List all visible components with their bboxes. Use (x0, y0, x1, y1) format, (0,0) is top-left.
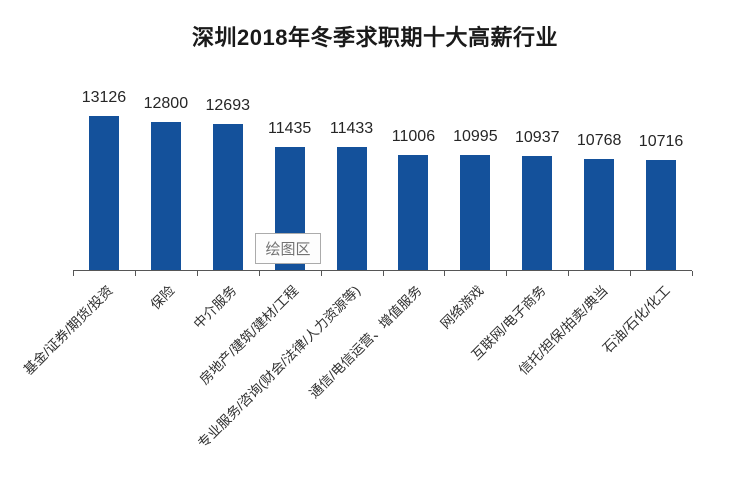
axis-tick (444, 271, 446, 276)
x-category-label-text: 通信/电信运营、增值服务 (306, 282, 425, 402)
axis-tick (692, 271, 693, 276)
bar[interactable] (646, 160, 677, 270)
bar[interactable] (212, 123, 243, 270)
bar[interactable] (460, 155, 491, 270)
bar-value-label: 13126 (81, 88, 127, 106)
chart-title: 深圳2018年冬季求职期十大高薪行业 (192, 25, 558, 50)
bar-value-label: 10768 (576, 132, 622, 150)
bar-value-label: 10937 (515, 129, 560, 147)
axis-tick (196, 271, 198, 276)
x-category-label-text: 中介服务 (190, 282, 240, 332)
x-category-label-text: 基金/证券/期货/投资 (20, 282, 116, 378)
plot-area-tooltip: 绘图区 (255, 233, 321, 264)
axis-tick (134, 271, 136, 276)
bar-value-label: 11435 (267, 120, 312, 138)
bar-value-label: 10995 (453, 128, 498, 146)
bar-value-label: 11433 (329, 120, 374, 138)
bar-value-label: 12693 (205, 96, 251, 114)
bar[interactable] (522, 156, 553, 270)
x-category-label-text: 保险 (147, 282, 178, 313)
axis-tick (630, 271, 632, 276)
bar[interactable] (150, 121, 181, 270)
bar-value-label: 11006 (391, 128, 436, 146)
bar[interactable] (336, 147, 367, 270)
axis-tick (320, 271, 322, 276)
x-axis-line (73, 270, 692, 271)
axis-tick (73, 271, 74, 276)
axis-tick (568, 271, 570, 276)
bar-value-label: 10716 (638, 133, 684, 151)
axis-tick (382, 271, 384, 276)
bar[interactable] (88, 115, 119, 270)
axis-tick (258, 271, 260, 276)
x-category-label-text: 网络游戏 (437, 282, 487, 332)
axis-tick (506, 271, 508, 276)
bar-value-label: 12800 (143, 94, 189, 112)
bar[interactable] (398, 155, 429, 270)
bar[interactable] (584, 159, 615, 270)
